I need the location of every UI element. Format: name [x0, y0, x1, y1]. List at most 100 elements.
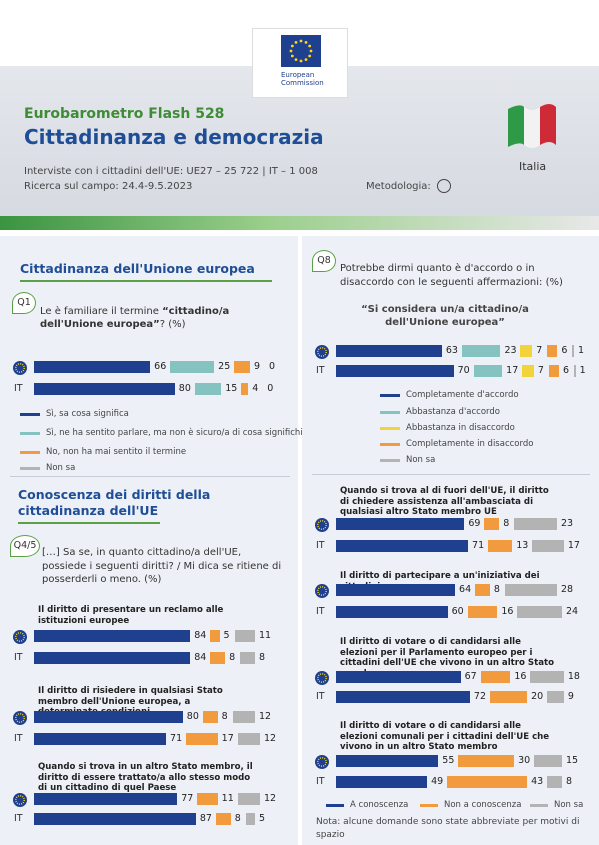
value-label: 17: [567, 540, 580, 551]
methodology[interactable]: Metodologia:: [366, 181, 431, 192]
legend-swatch: [380, 411, 400, 414]
row-label: IT: [316, 365, 325, 376]
value-label: 12: [264, 793, 277, 804]
legend-swatch: [380, 427, 400, 430]
legend-swatch: [20, 413, 40, 416]
bar-segment: [245, 813, 255, 825]
bar-segment: [514, 518, 557, 530]
eu-icon: [315, 754, 329, 769]
value-label: 23: [504, 345, 517, 356]
question: Le è familiare il termine “cittadino/a d…: [40, 305, 280, 331]
value-label: 30: [518, 755, 531, 766]
value-label: 15: [566, 755, 579, 766]
right-label: Il diritto di votare o di candidarsi all…: [340, 721, 550, 752]
bar-segment: [467, 606, 498, 618]
value-label: 28: [561, 584, 574, 595]
value-label: 84: [194, 652, 207, 663]
question-part: ? (%): [159, 319, 186, 330]
legend-label: Completamente d'accordo: [406, 390, 519, 400]
right-label: Quando si trova in un altro Stato membro…: [38, 762, 253, 793]
bar-segment: [547, 691, 564, 703]
value-label: 8: [493, 584, 500, 595]
legend-label: Abbastanza in disaccordo: [406, 423, 515, 433]
question-part: “cittadino/a dell'Unione europea”: [40, 306, 230, 330]
series: Eurobarometro Flash 528: [24, 106, 225, 122]
value-label: 17: [506, 365, 519, 376]
bar-segment: [520, 345, 533, 357]
value-label: 16: [501, 606, 514, 617]
bar-segment: [186, 733, 218, 745]
bar-segment: [34, 733, 167, 745]
interviews: Interviste con i cittadini dell'UE: UE27…: [24, 166, 318, 177]
question-number: Q1: [12, 292, 36, 314]
bar-segment: [336, 671, 461, 683]
question-part: Le è familiare il termine: [40, 306, 163, 317]
value-label: 11: [259, 630, 272, 641]
bar-segment: [34, 711, 183, 723]
row-label: IT: [14, 813, 23, 824]
eu-icon: [315, 517, 329, 532]
legend-label: A conoscenza: [350, 800, 409, 810]
value-label: 49: [431, 776, 444, 787]
value-label: 11: [221, 793, 234, 804]
value-label: 8: [229, 652, 236, 663]
bar-segment: [197, 793, 218, 805]
value-label: 80: [178, 383, 191, 394]
value-label: 16: [514, 671, 527, 682]
value-label: 80: [186, 711, 199, 722]
value-label: 17: [221, 733, 234, 744]
phone-icon[interactable]: [437, 179, 451, 193]
legend-label: Non sa: [46, 463, 76, 473]
legend-label: Completamente in disaccordo: [406, 439, 534, 449]
bar-segment: [232, 711, 255, 723]
value-label: 1: [578, 345, 585, 356]
question-number: Q8: [312, 250, 336, 272]
title: Cittadinanza e democrazia: [24, 125, 324, 149]
eu-icon: [13, 629, 27, 644]
eu-icon: [315, 344, 329, 359]
value-label: 55: [442, 755, 455, 766]
bar-segment: [458, 755, 515, 767]
eu-flag: [281, 35, 321, 67]
legend-swatch: [380, 459, 400, 462]
bar-segment: [34, 630, 191, 642]
bar-segment: [336, 755, 439, 767]
accent-bar: [0, 216, 599, 230]
value-label: 60: [451, 606, 464, 617]
row-label: IT: [316, 540, 325, 551]
value-label: 20: [531, 691, 544, 702]
bar-segment: [210, 652, 226, 664]
bar-segment: [336, 540, 469, 552]
bar-segment: [336, 606, 448, 618]
row-label: IT: [14, 652, 23, 663]
legend-label: Non sa: [554, 800, 584, 810]
section-underline: [18, 522, 160, 524]
value-label: 71: [472, 540, 485, 551]
value-label: 6: [561, 345, 568, 356]
bar-segment: [532, 540, 564, 552]
divider: [10, 476, 290, 477]
value-label: 12: [264, 733, 277, 744]
bar-segment: [234, 630, 255, 642]
section-title: Conoscenza dei diritti della cittadinanz…: [18, 487, 211, 518]
bar-segment: [534, 755, 562, 767]
value-label: 66: [154, 361, 167, 372]
legend-swatch: [20, 467, 40, 470]
legend-swatch: [380, 443, 400, 446]
value-label: 71: [170, 733, 183, 744]
value-label: 9: [254, 361, 261, 372]
legend-swatch: [380, 394, 400, 397]
bar-segment: [237, 793, 260, 805]
legend-swatch: [326, 804, 344, 807]
bar-segment: [215, 813, 231, 825]
bar-segment: [194, 383, 222, 395]
right-label: Il diritto di presentare un reclamo alle…: [38, 605, 224, 626]
value-label: 6: [563, 365, 570, 376]
legend-label: Abbastanza d'accordo: [406, 407, 500, 417]
value-label: 67: [464, 671, 477, 682]
value-label: 9: [567, 691, 574, 702]
question: Potrebbe dirmi quanto è d'accordo o in d…: [340, 263, 563, 288]
value-label: 12: [259, 711, 272, 722]
value-label: 1: [579, 365, 586, 376]
